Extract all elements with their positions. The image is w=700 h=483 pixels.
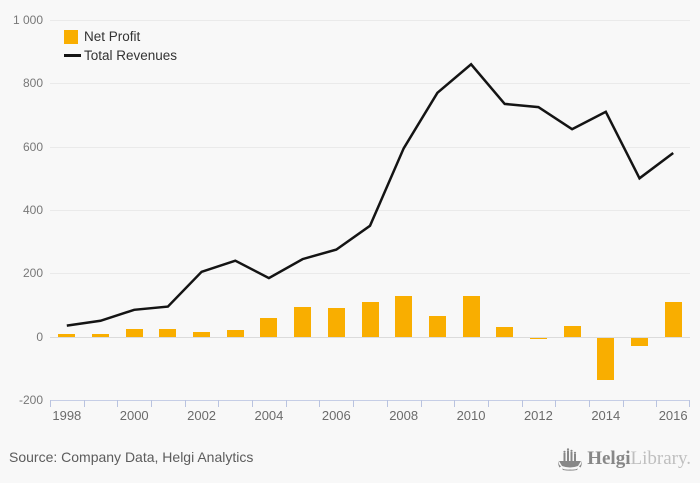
net-profit-bar — [462, 295, 480, 337]
net-profit-bar — [159, 328, 177, 337]
x-axis-tick — [218, 400, 220, 407]
net-profit-bar — [395, 295, 413, 337]
x-axis-tick — [656, 400, 658, 407]
net-profit-bar — [226, 330, 244, 337]
y-axis-label: 400 — [22, 203, 43, 217]
net-profit-bar — [260, 317, 278, 337]
x-axis-tick — [184, 400, 186, 407]
net-profit-swatch-icon — [64, 29, 78, 44]
x-axis-tick — [50, 400, 51, 407]
logo-text-helgi: Helgi — [587, 447, 631, 469]
source-text: Source: Company Data, Helgi Analytics — [9, 449, 254, 465]
x-axis-tick — [353, 400, 355, 407]
gridline — [50, 210, 690, 211]
legend-label-net-profit: Net Profit — [84, 29, 141, 44]
net-profit-bar — [597, 337, 615, 381]
net-profit-bar — [327, 308, 345, 337]
x-axis-tick — [151, 400, 153, 407]
legend-item-total-revenues: Total Revenues — [64, 47, 177, 64]
gridline — [50, 336, 690, 338]
y-axis-label: 800 — [22, 76, 43, 91]
legend: Net Profit Total Revenues — [64, 28, 177, 66]
x-axis-tick — [252, 400, 254, 407]
x-axis-label: 2016 — [658, 408, 688, 423]
x-axis-tick — [689, 400, 690, 407]
helgi-ship-icon — [558, 448, 583, 471]
net-profit-bar — [496, 327, 514, 337]
x-axis-label: 2000 — [119, 408, 149, 423]
x-axis-tick — [622, 400, 624, 407]
net-profit-bar — [529, 337, 547, 340]
x-axis-tick — [83, 400, 85, 407]
y-axis-label: 200 — [22, 266, 43, 281]
logo-text-library: Library. — [630, 447, 692, 469]
x-axis-tick — [487, 400, 489, 407]
gridline — [50, 146, 690, 148]
x-axis-label: 2004 — [254, 408, 284, 423]
net-profit-bar — [664, 301, 682, 337]
legend-label-total-revenues: Total Revenues — [84, 48, 178, 63]
x-axis-tick — [285, 400, 287, 407]
net-profit-bar — [361, 301, 379, 337]
net-profit-bar — [193, 331, 211, 337]
helgi-library-logo: Helgi Library. — [557, 446, 691, 471]
y-axis-label: 600 — [22, 139, 43, 154]
x-axis-tick — [588, 400, 590, 407]
net-profit-bar — [58, 334, 76, 337]
net-profit-bar — [125, 328, 143, 337]
y-axis-label: 1 000 — [12, 13, 43, 27]
x-axis-tick — [420, 400, 422, 407]
x-axis-label: 2010 — [456, 408, 486, 423]
x-axis-label: 2008 — [389, 408, 419, 423]
x-axis-tick — [386, 400, 388, 407]
net-profit-bar — [428, 316, 446, 337]
gridline — [50, 20, 690, 21]
net-profit-bar — [92, 333, 110, 337]
y-axis-label: 0 — [36, 329, 43, 344]
plot-area: 1998 2000 2002 2004 2006 2008 2010 2012 2014 2016 — [50, 20, 690, 423]
gridline — [50, 273, 690, 275]
x-axis-tick — [521, 400, 523, 407]
y-axis-label: -200 — [18, 393, 43, 407]
gridline — [50, 83, 690, 85]
total-revenues-swatch-icon — [64, 54, 81, 57]
net-profit-bar — [563, 325, 581, 337]
total-revenues-line — [66, 62, 674, 327]
x-axis-tick — [555, 400, 557, 407]
net-profit-bar — [294, 306, 312, 337]
net-profit-bar — [630, 337, 648, 346]
x-axis-label: 2006 — [321, 408, 351, 423]
x-axis-label: 2002 — [187, 408, 217, 423]
x-axis-label: 2012 — [523, 408, 553, 423]
x-axis-tick — [117, 400, 119, 407]
x-axis-tick — [454, 400, 456, 407]
legend-item-net-profit: Net Profit — [64, 28, 177, 45]
x-axis-tick — [319, 400, 321, 407]
x-axis-label: 1998 — [52, 408, 82, 423]
x-axis-label: 2014 — [591, 408, 621, 423]
